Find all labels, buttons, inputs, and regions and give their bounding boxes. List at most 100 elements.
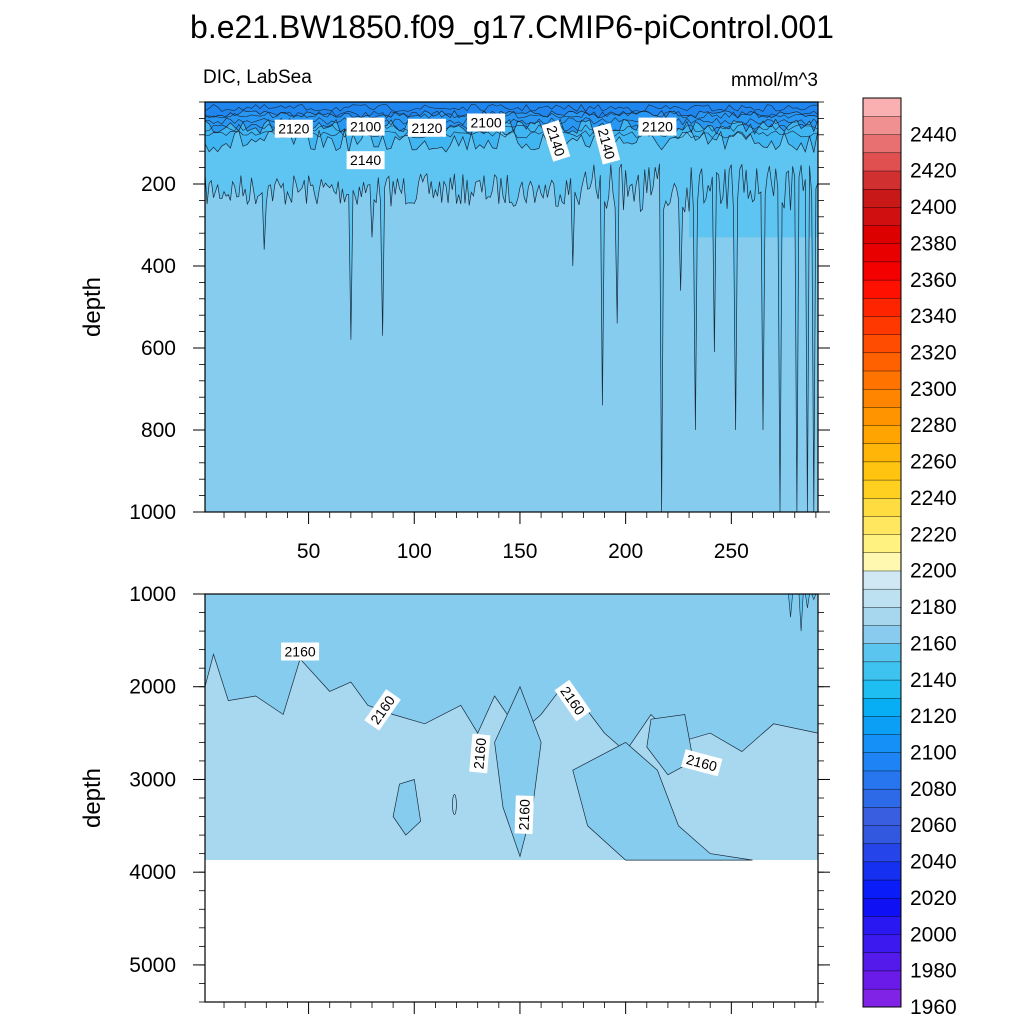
colorbar-box — [862, 225, 902, 244]
colorbar-box — [862, 188, 902, 208]
contour-label-text: 2120 — [411, 120, 442, 136]
top-panel-contour-labels: 2120 2100 2120 2100 2140 2140 2140 2120 — [274, 113, 677, 170]
colorbar-box — [862, 206, 902, 226]
top-panel: 2120 2100 2120 2100 2140 2140 2140 2120 200 400 6… — [79, 101, 830, 563]
contour-label-text: 2140 — [595, 127, 619, 161]
y-tick-label: 1000 — [129, 501, 176, 524]
contour-label-bg — [541, 120, 571, 162]
colorbar-box — [862, 170, 902, 190]
contour-label-text: 2160 — [516, 799, 533, 831]
contour-label-bg — [554, 679, 592, 722]
colorbar-label: 2000 — [910, 923, 957, 946]
colorbar-box — [862, 715, 902, 735]
colorbar-box — [862, 243, 902, 263]
contour-spike — [788, 594, 793, 618]
y-tick-label: 600 — [141, 337, 176, 360]
colorbar-box — [862, 806, 902, 826]
colorbar-box — [862, 970, 902, 990]
sea-floor-mask — [205, 860, 818, 1002]
contour-label-text: 2160 — [685, 751, 719, 775]
colorbar-label: 2280 — [910, 414, 957, 437]
top-panel-axes: 200 400 600 800 1000 50 100 150 200 250 — [129, 101, 830, 563]
colorbar-box — [862, 297, 902, 317]
y-tick-label: 4000 — [129, 861, 176, 884]
colorbar-label: 2400 — [910, 196, 957, 219]
contour-blob — [572, 741, 753, 861]
y-tick-label: 5000 — [129, 954, 176, 977]
colorbar-box — [862, 643, 902, 663]
colorbar-label: 2200 — [910, 560, 957, 583]
y-tick-label: 1000 — [129, 583, 176, 606]
colorbar-box — [862, 661, 902, 681]
contour-blob — [392, 779, 421, 836]
colorbar-box — [862, 515, 902, 535]
contour-label-text: 2160 — [470, 737, 489, 770]
colorbar-box — [862, 861, 902, 881]
contour-spike — [811, 594, 817, 601]
colorbar-box — [862, 752, 902, 772]
colorbar-label: 1980 — [910, 960, 957, 983]
contour-label-text: 2140 — [350, 152, 381, 168]
colorbar-box — [862, 843, 902, 863]
contour-label-bg — [592, 123, 621, 165]
colorbar-box — [862, 352, 902, 372]
colorbar-box — [862, 770, 902, 790]
colorbar-box — [862, 534, 902, 554]
colorbar-label: 2360 — [910, 269, 957, 292]
colorbar-box — [862, 115, 902, 135]
bottom-panel-axes: 1000 2000 3000 4000 5000 — [129, 583, 830, 1014]
contour-label-bg — [346, 117, 385, 136]
contour-label-bg — [274, 119, 313, 138]
contour-line — [205, 104, 818, 113]
colorbar-label: 2320 — [910, 342, 957, 365]
contour-label-bg — [407, 118, 446, 137]
colorbar-box — [862, 334, 902, 354]
colorbar-box — [862, 388, 902, 408]
colorbar-label: 2180 — [910, 596, 957, 619]
contour-label-text: 2120 — [642, 119, 673, 135]
contour-label: 2160 — [281, 642, 320, 661]
colorbar-label: 2420 — [910, 160, 957, 183]
colorbar-box — [862, 152, 902, 172]
contour-blob — [646, 714, 694, 776]
contour-label-text: 2100 — [350, 119, 381, 135]
colorbar-box — [862, 97, 902, 117]
fill-band-2160 — [205, 594, 818, 752]
y-tick-label: 400 — [141, 255, 176, 278]
colorbar-box — [862, 479, 902, 499]
contour-label-bg — [469, 733, 491, 774]
contour-label: 2160 — [681, 749, 723, 777]
contour-label-bg — [346, 151, 385, 170]
colorbar-box — [862, 497, 902, 517]
contour-line-2150 — [205, 163, 818, 512]
colorbar-box — [862, 134, 902, 154]
colorbar-box — [862, 443, 902, 463]
x-tick-label: 200 — [608, 540, 643, 563]
colorbar-box — [862, 625, 902, 644]
contour-label-bg — [364, 689, 401, 731]
colorbar-box — [862, 261, 902, 281]
contour-label-bg — [681, 749, 723, 777]
contour-spike — [798, 594, 804, 632]
contour-label: 2140 — [346, 151, 385, 170]
colorbar-label: 2260 — [910, 451, 957, 474]
colorbar-box — [862, 988, 902, 1008]
contour-label-bg — [514, 795, 534, 835]
colorbar-box — [862, 606, 902, 626]
contour-spike — [805, 594, 810, 608]
colorbar-box — [862, 734, 902, 753]
contour-label: 2100 — [467, 113, 506, 132]
contour-label: 2100 — [346, 117, 385, 136]
colorbar-label: 2140 — [910, 669, 957, 692]
colorbar-label: 2020 — [910, 887, 957, 910]
colorbar-label: 2060 — [910, 814, 957, 837]
colorbar-box — [862, 570, 902, 590]
contour-label: 2140 — [592, 123, 621, 165]
colorbar-label: 2040 — [910, 851, 957, 874]
colorbar-label: 2120 — [910, 705, 957, 728]
colorbar-box — [862, 952, 902, 972]
colorbar-box — [862, 879, 902, 899]
colorbar-box — [862, 897, 902, 917]
colorbar-box — [862, 552, 902, 572]
